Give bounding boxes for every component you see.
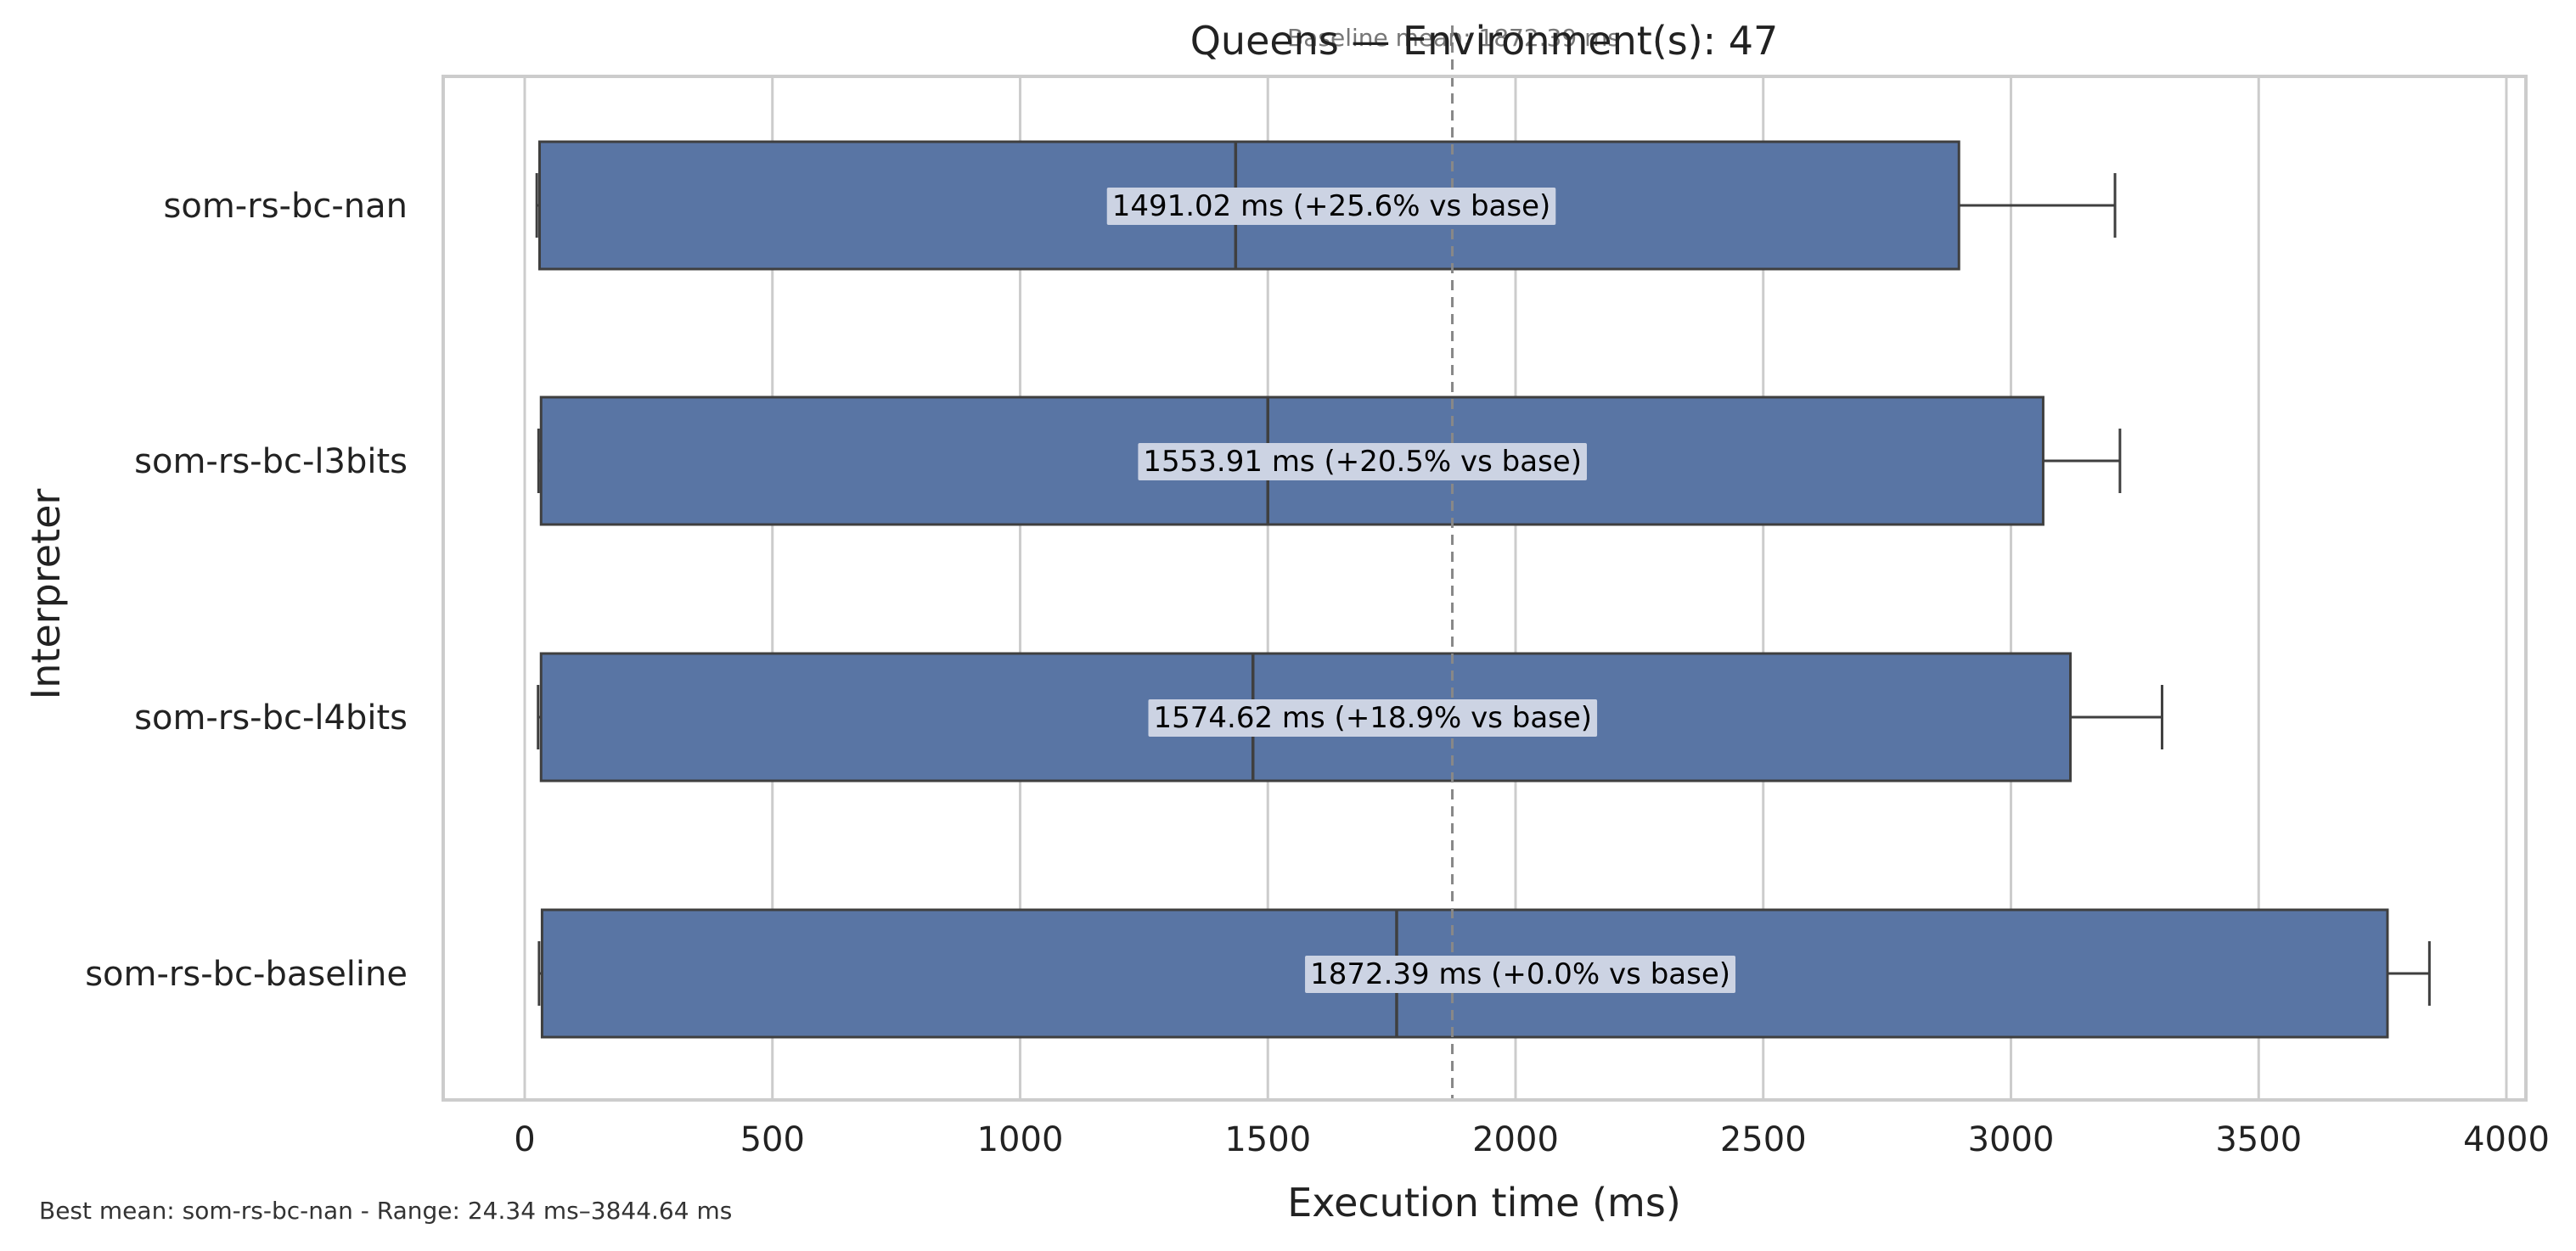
mean-annotation: 1574.62 ms (+18.9% vs base) [1148, 699, 1598, 737]
baseline-mean-note: Baseline mean: 1872.39 ms [1287, 24, 1620, 52]
y-tick-label: som-rs-bc-l3bits [134, 442, 408, 481]
x-tick-label: 1000 [977, 1120, 1064, 1159]
x-axis-title: Execution time (ms) [1287, 1180, 1681, 1226]
x-tick-label: 1500 [1224, 1120, 1311, 1159]
annotation-background [1138, 443, 1587, 480]
y-tick-label: som-rs-bc-l4bits [134, 698, 408, 738]
annotation-background [1106, 188, 1556, 225]
x-tick-labels: 0 500 1000 1500 2000 2500 3000 3500 4000 [514, 1120, 2550, 1159]
x-tick-label: 2000 [1472, 1120, 1559, 1159]
x-tick-label: 2500 [1720, 1120, 1807, 1159]
mean-annotations: 1491.02 ms (+25.6% vs base) 1553.91 ms (+… [1106, 188, 1736, 993]
mean-annotation: 1491.02 ms (+25.6% vs base) [1106, 188, 1556, 225]
annotation-background [1305, 956, 1736, 993]
mean-label: 1574.62 ms (+18.9% vs base) [1154, 701, 1593, 735]
mean-annotation: 1872.39 ms (+0.0% vs base) [1305, 956, 1736, 993]
y-axis-title: Interpreter [23, 489, 69, 700]
x-tick-label: 3500 [2215, 1120, 2302, 1159]
x-tick-label: 500 [740, 1120, 805, 1159]
chart-footnote: Best mean: som-rs-bc-nan - Range: 24.34 … [39, 1197, 732, 1225]
y-tick-label: som-rs-bc-nan [164, 187, 408, 226]
y-category-labels: som-rs-bc-nan som-rs-bc-l3bits som-rs-bc-l… [85, 187, 408, 994]
x-tick-label: 3000 [1968, 1120, 2055, 1159]
mean-label: 1491.02 ms (+25.6% vs base) [1112, 189, 1551, 223]
box-plots [535, 140, 2431, 1039]
y-tick-label: som-rs-bc-baseline [85, 955, 408, 994]
mean-label: 1553.91 ms (+20.5% vs base) [1143, 445, 1582, 479]
chart-title: Queens — Environment(s): 47 [1190, 18, 1779, 64]
plot-frame [442, 75, 2528, 1102]
mean-label: 1872.39 ms (+0.0% vs base) [1310, 957, 1730, 991]
x-tick-label: 0 [514, 1120, 535, 1159]
x-tick-label: 4000 [2463, 1120, 2550, 1159]
annotation-background [1148, 699, 1598, 737]
mean-annotation: 1553.91 ms (+20.5% vs base) [1138, 443, 1587, 480]
